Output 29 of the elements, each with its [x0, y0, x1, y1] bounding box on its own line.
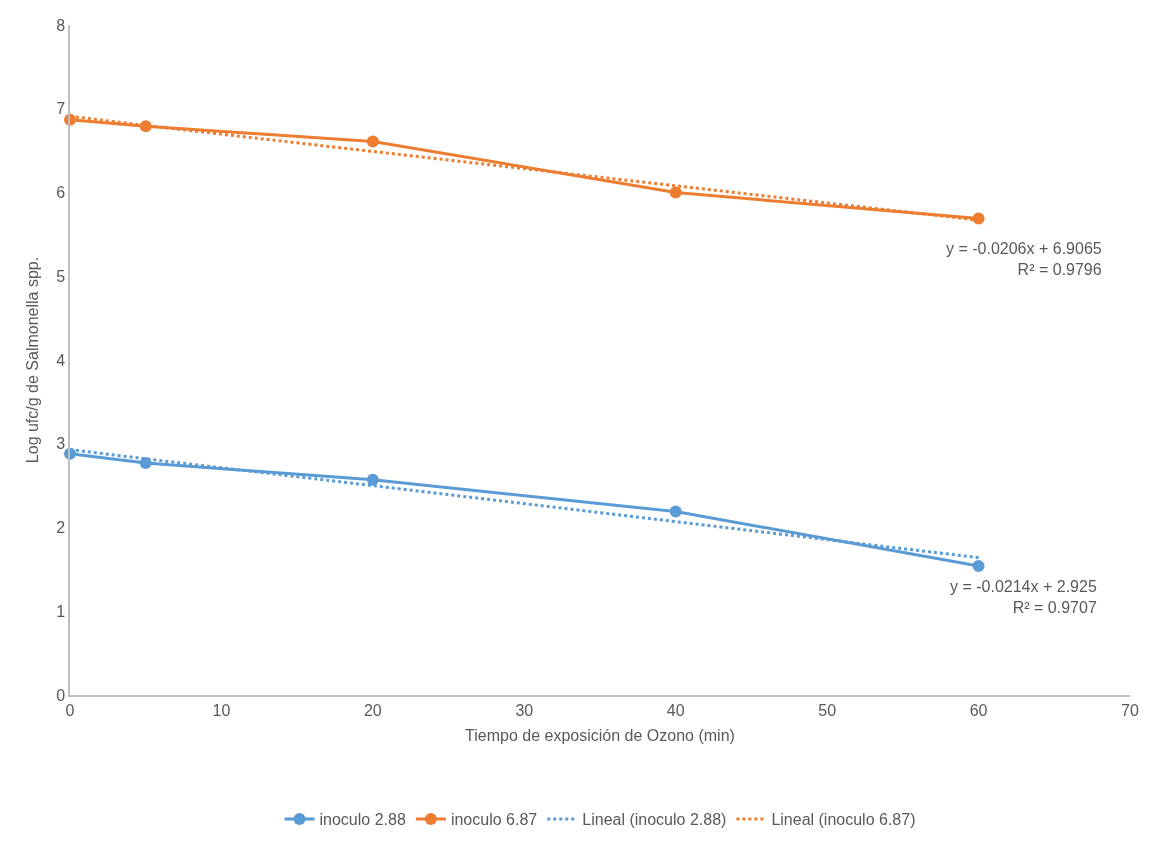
- annotation: y = -0.0206x + 6.9065 R² = 0.9796: [946, 240, 1102, 278]
- x-tick-label: 70: [1121, 701, 1139, 719]
- x-tick-label: 40: [666, 701, 685, 719]
- legend-label: inoculo 6.87: [450, 811, 538, 829]
- y-tick-label: 0: [56, 686, 66, 704]
- y-tick-label: 1: [56, 602, 66, 620]
- point: [669, 186, 682, 199]
- legend-label: Lineal (inoculo 2.88): [582, 811, 727, 829]
- point: [669, 505, 682, 518]
- x-tick-label: 20: [363, 701, 382, 719]
- x-tick-label: 30: [515, 701, 534, 719]
- x-tick-label: 10: [212, 701, 231, 719]
- x-axis-title: Tiempo de exposición de Ozono (min): [465, 727, 735, 745]
- y-tick-label: 2: [56, 519, 66, 537]
- y-tick-label: 4: [56, 351, 66, 369]
- point: [366, 135, 379, 148]
- x-tick-label: 50: [818, 701, 837, 719]
- point: [972, 560, 985, 573]
- y-tick-label: 3: [56, 435, 66, 453]
- y-tick-label: 6: [56, 184, 66, 202]
- y-axis-title: Log ufc/g de Salmonella spp.: [23, 256, 41, 464]
- legend-label: inoculo 2.88: [319, 811, 406, 829]
- legend-label: Lineal (inoculo 6.87): [771, 811, 916, 829]
- y-tick-label: 8: [56, 16, 66, 34]
- annotation: y = -0.0214x + 2.925 R² = 0.9707: [950, 578, 1097, 616]
- x-tick-label: 60: [969, 701, 988, 719]
- point: [366, 473, 379, 486]
- y-tick-label: 5: [56, 267, 66, 285]
- y-tick-label: 7: [56, 100, 66, 118]
